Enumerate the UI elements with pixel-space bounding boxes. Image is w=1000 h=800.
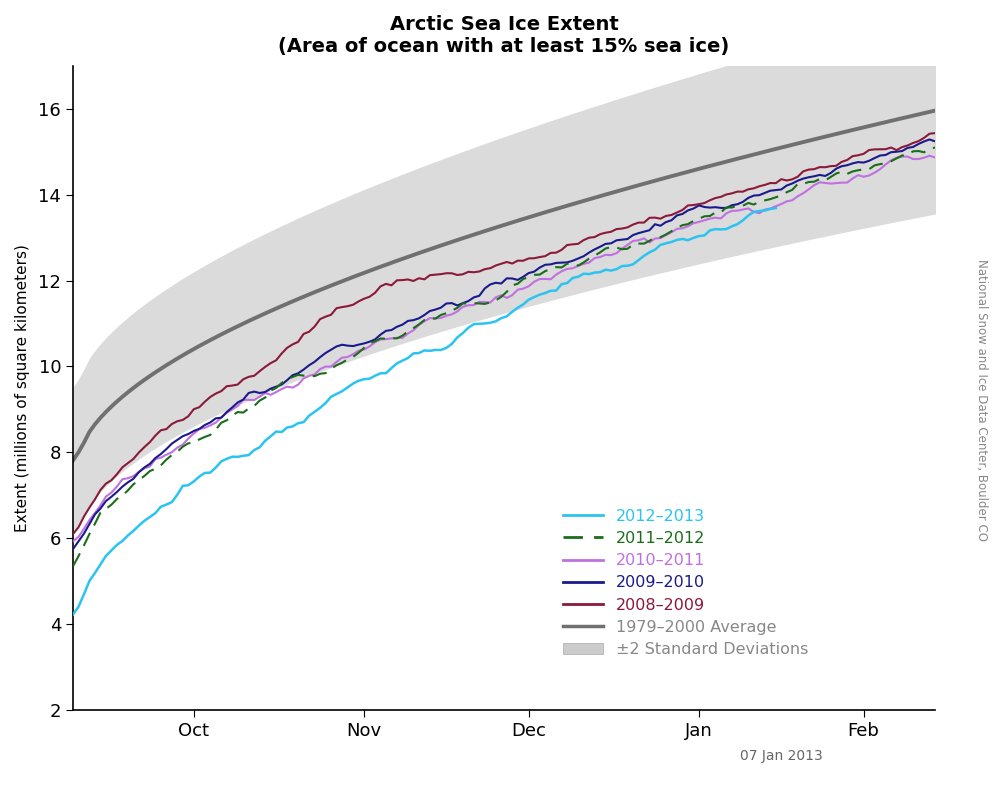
Text: 07 Jan 2013: 07 Jan 2013 <box>740 749 823 762</box>
Y-axis label: Extent (millions of square kilometers): Extent (millions of square kilometers) <box>15 244 30 532</box>
Title: Arctic Sea Ice Extent
(Area of ocean with at least 15% sea ice): Arctic Sea Ice Extent (Area of ocean wit… <box>278 15 730 56</box>
Legend: 2012–2013, 2011–2012, 2010–2011, 2009–2010, 2008–2009, 1979–2000 Average, ±2 Sta: 2012–2013, 2011–2012, 2010–2011, 2009–20… <box>557 502 815 663</box>
Text: National Snow and Ice Data Center, Boulder CO: National Snow and Ice Data Center, Bould… <box>975 259 988 541</box>
